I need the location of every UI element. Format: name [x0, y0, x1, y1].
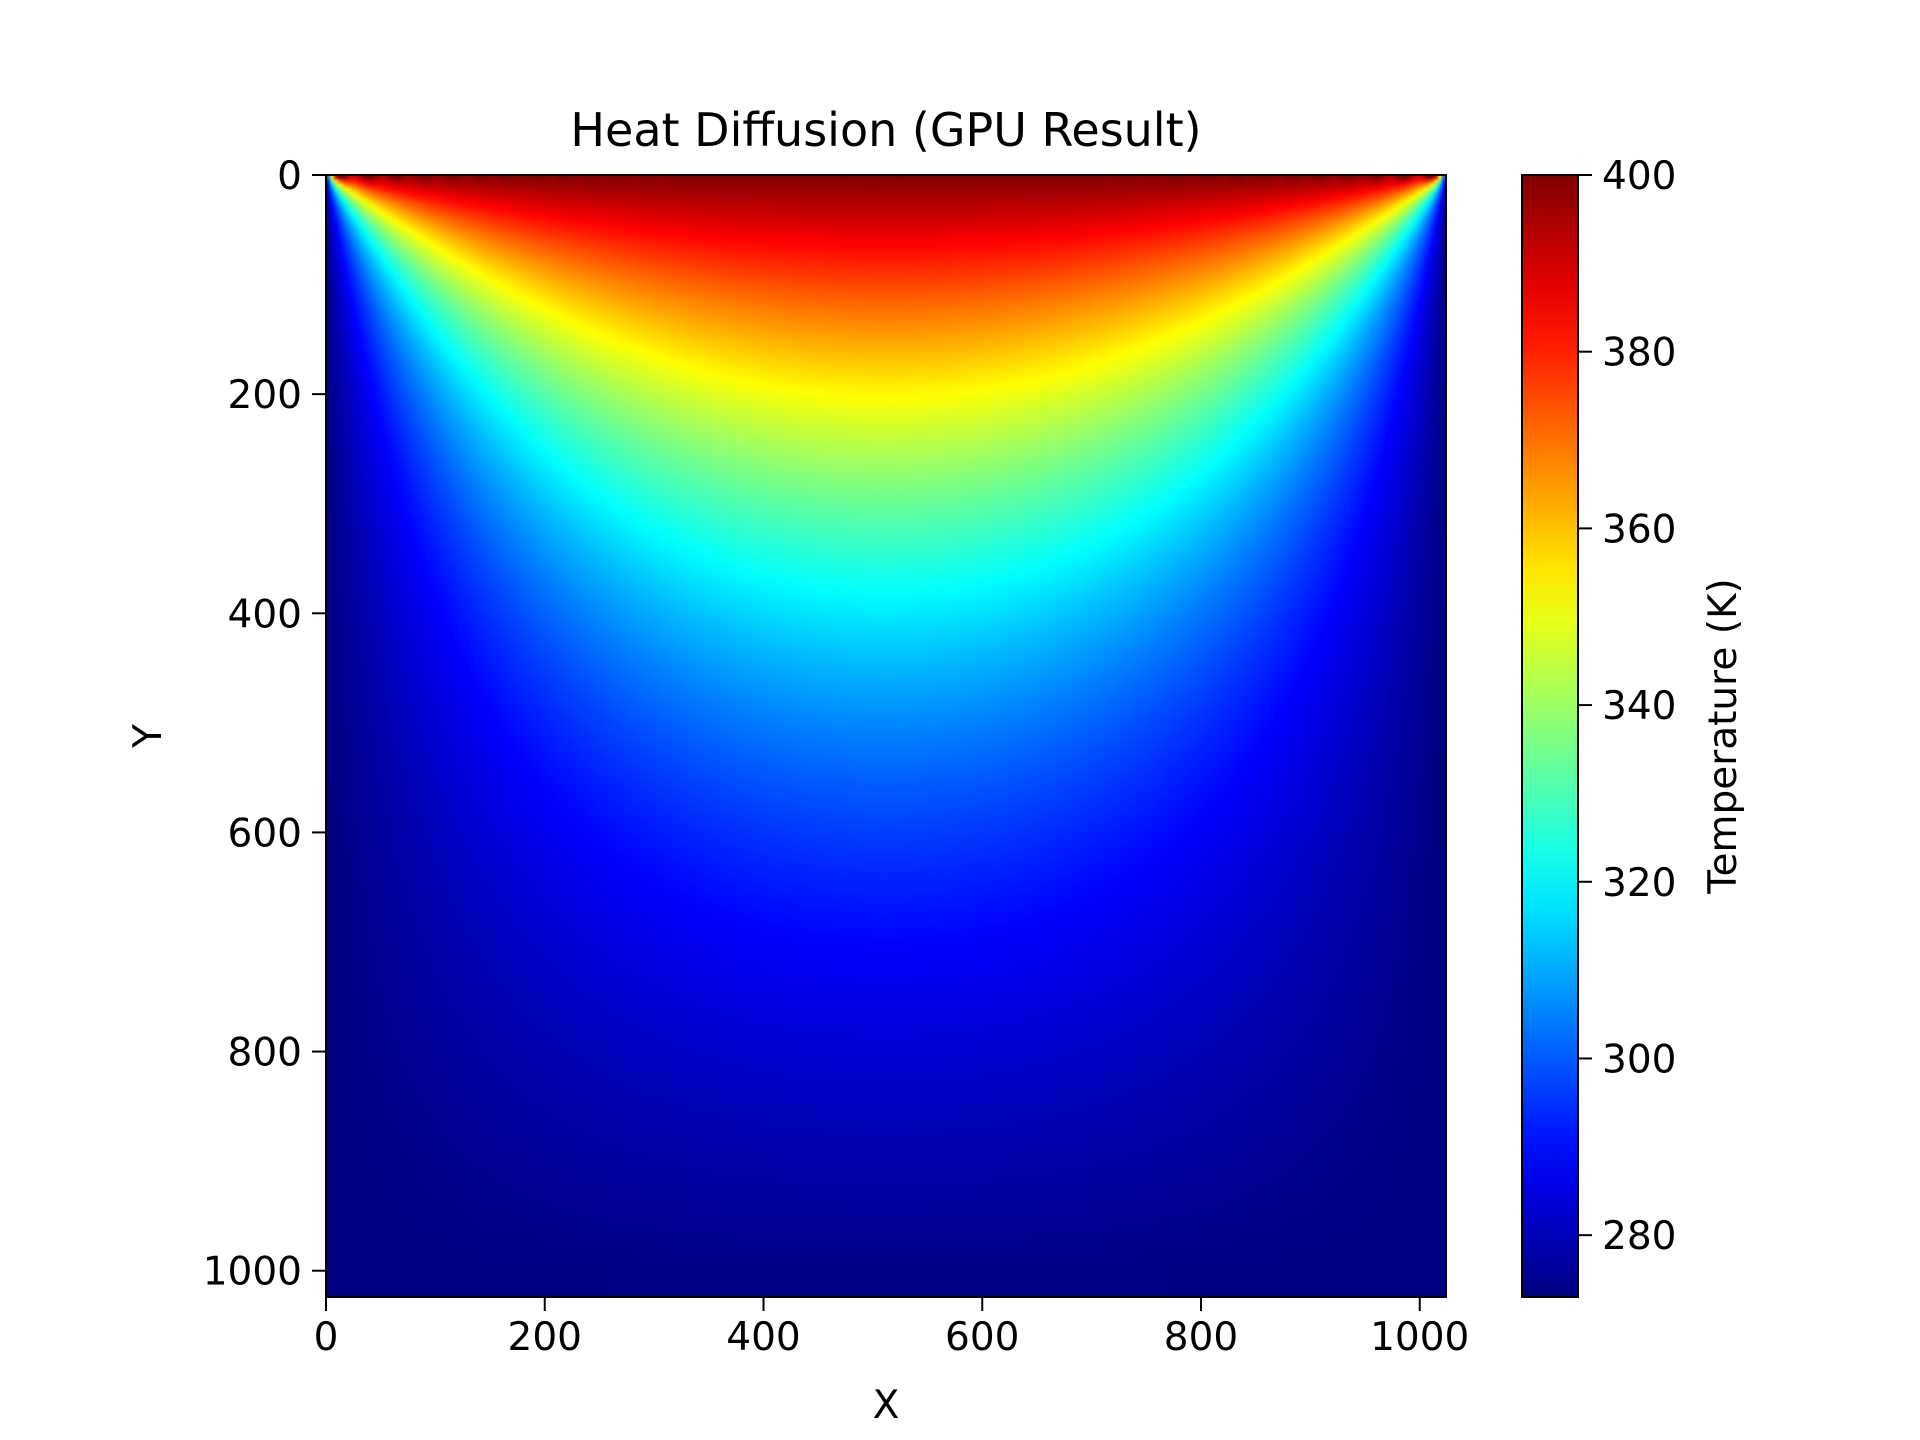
colorbar: 280 300 320 340 360 380 400 Temperature (K) — [1521, 154, 1746, 1298]
x-axis: 0 200 400 600 800 1000 — [314, 1297, 1469, 1360]
x-tick-label: 1000 — [1370, 1315, 1469, 1360]
colorbar-tick-label: 400 — [1602, 154, 1676, 199]
chart-title: Heat Diffusion (GPU Result) — [570, 103, 1201, 157]
y-tick-label: 200 — [228, 373, 302, 418]
x-tick-label: 200 — [508, 1315, 582, 1360]
heatmap-image — [326, 175, 1446, 1297]
colorbar-ticks: 280 300 320 340 360 380 400 — [1578, 154, 1676, 1259]
y-tick-label: 800 — [228, 1031, 302, 1076]
y-tick-label: 600 — [228, 811, 302, 856]
y-tick-label: 0 — [277, 154, 302, 199]
colorbar-tick-label: 360 — [1602, 507, 1676, 552]
colorbar-label: Temperature (K) — [1701, 578, 1746, 894]
colorbar-tick-label: 320 — [1602, 861, 1676, 906]
heatmap-image-container — [326, 175, 1446, 1297]
y-tick-label: 1000 — [203, 1250, 302, 1295]
x-tick-label: 600 — [945, 1315, 1019, 1360]
plot-frame — [325, 174, 1447, 1298]
colorbar-tick-label: 300 — [1602, 1037, 1676, 1082]
y-tick-label: 400 — [228, 592, 302, 637]
y-axis-label: Y — [126, 724, 171, 749]
colorbar-tick-label: 340 — [1602, 684, 1676, 729]
colorbar-tick-label: 280 — [1602, 1214, 1676, 1259]
x-tick-label: 400 — [726, 1315, 800, 1360]
y-axis: 0 200 400 600 800 1000 — [203, 154, 326, 1295]
heatmap-plot-area — [325, 174, 1447, 1298]
x-tick-label: 0 — [314, 1315, 339, 1360]
colorbar-gradient — [1521, 174, 1579, 1298]
colorbar-tick-label: 380 — [1602, 331, 1676, 376]
x-tick-label: 800 — [1164, 1315, 1238, 1360]
x-axis-label: X — [873, 1383, 900, 1428]
